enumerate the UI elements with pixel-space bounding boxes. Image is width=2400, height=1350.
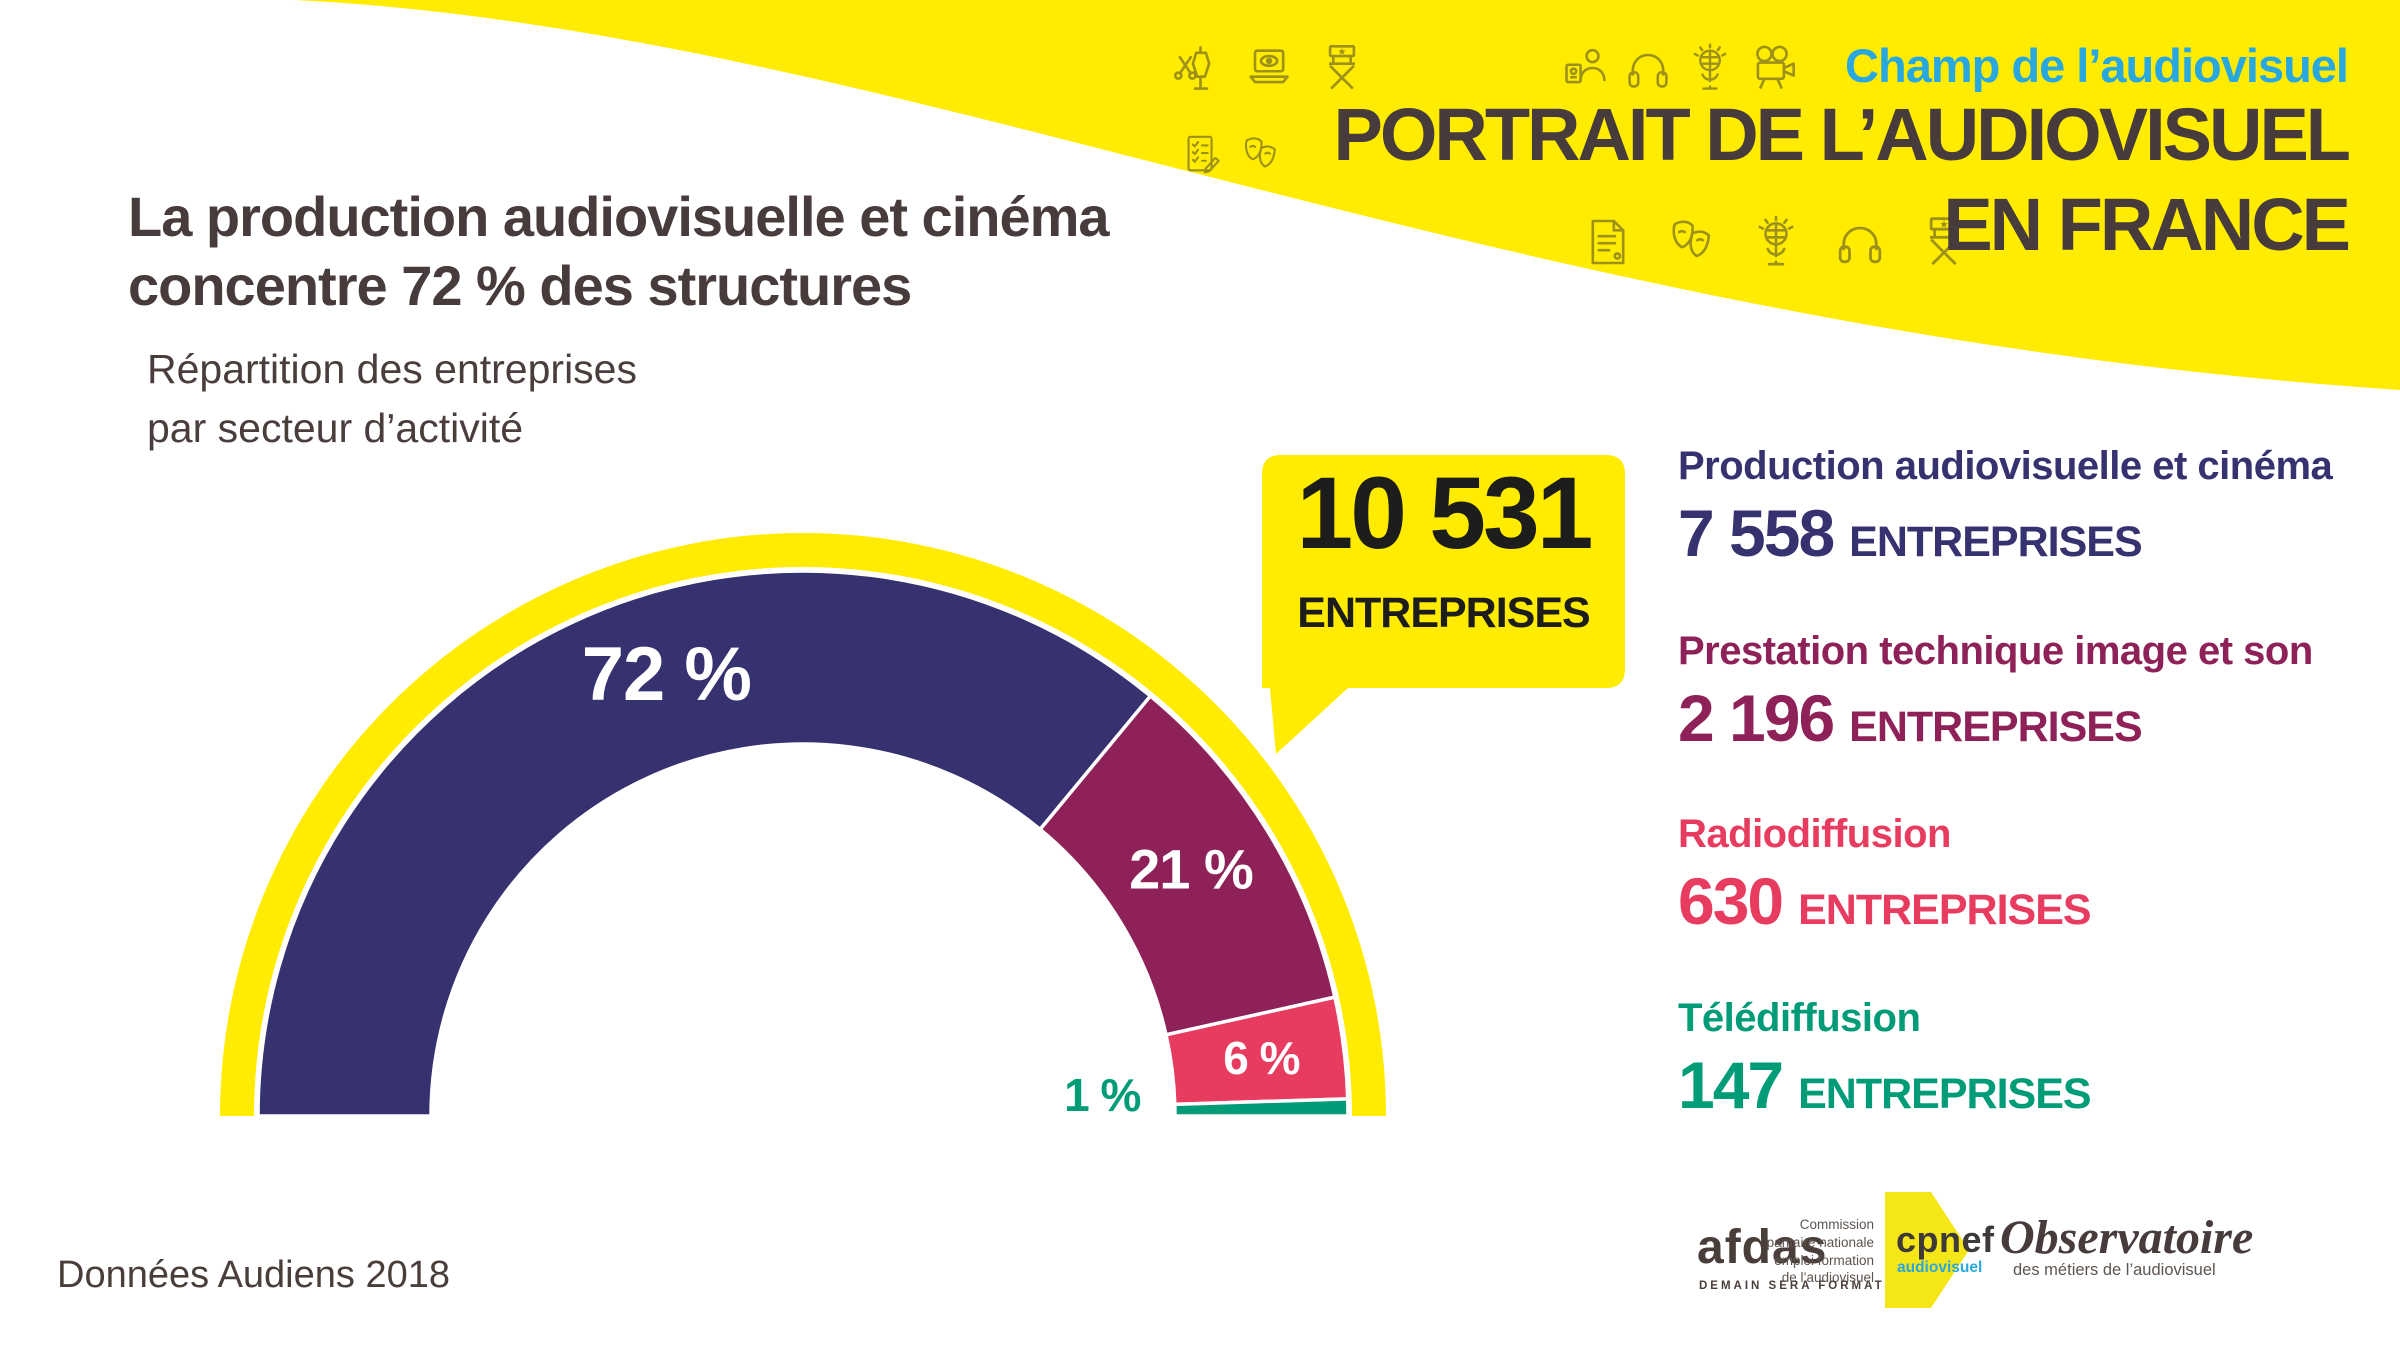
header-eyebrow: Champ de l’audiovisuel <box>1845 39 2349 92</box>
donut-segment-pct-label: 21 % <box>1129 837 1253 900</box>
callout-bubble <box>1262 455 1625 754</box>
afdas-tagline: DEMAIN SERA FORMATION <box>1699 1280 1915 1292</box>
page-title: La production audiovisuelle et cinéma co… <box>128 182 1110 321</box>
donut-segment-pct-label: 72 % <box>582 632 751 717</box>
header-title-line1: PORTRAIT DE L’AUDIOVISUEL <box>1333 93 2351 176</box>
legend-item-value: 2 196 <box>1678 681 1835 755</box>
observatoire-logo: Observatoire <box>2000 1211 2254 1264</box>
legend-item-prestation: Prestation technique image et son 2 196 … <box>1678 631 2313 751</box>
chart-subtitle: Répartition des entreprises par secteur … <box>147 340 637 459</box>
legend-item-telediffusion: Télédiffusion 147 ENTREPRISES <box>1678 996 2092 1122</box>
header-band-shape <box>295 0 2400 390</box>
cpnef-commission-line: de l’audiovisuel <box>1781 1270 1874 1286</box>
data-source-note: Données Audiens 2018 <box>57 1254 450 1296</box>
header-title-line2: EN FRANCE <box>1943 183 2351 266</box>
legend-item-name: Prestation technique image et son <box>1678 629 2313 673</box>
legend-item-name: Radiodiffusion <box>1678 812 1951 856</box>
legend-item-name: Production audiovisuelle et cinéma <box>1678 444 2333 488</box>
afdas-logo: afdas <box>1697 1221 1828 1274</box>
donut-segment-pct-label: 1 % <box>1064 1069 1140 1121</box>
chart-subtitle-line1: Répartition des entreprises <box>147 346 637 392</box>
legend-item-name: Télédiffusion <box>1678 996 1921 1040</box>
cpnef-commission-line: emploi formation <box>1774 1252 1874 1268</box>
legend-item-value: 7 558 <box>1678 496 1835 570</box>
legend-item-radiodiffusion: Radiodiffusion 630 ENTREPRISES <box>1678 812 2092 938</box>
legend-item-value: 147 <box>1678 1048 1784 1122</box>
cpnef-logo: cpnef <box>1896 1219 1995 1260</box>
callout-total-number: 10 531 <box>1296 456 1594 570</box>
donut-segment-1 <box>256 569 1153 1118</box>
legend-item-suffix: ENTREPRISES <box>1849 703 2142 751</box>
cpnef-logo-sub: audiovisuel <box>1897 1259 1983 1276</box>
donut-segment-pct-label: 6 % <box>1223 1032 1299 1084</box>
donut-segment-4 <box>1173 1097 1350 1118</box>
cpnef-commission-text: Commission paritaire nationale emploi fo… <box>1756 1216 1874 1287</box>
cpnef-commission-line: paritaire nationale <box>1766 1234 1874 1250</box>
legend-item-production: Production audiovisuelle et cinéma 7 558… <box>1678 444 2333 570</box>
legend-item-suffix: ENTREPRISES <box>1849 518 2142 566</box>
page-title-line2: concentre 72 % des structures <box>128 254 912 318</box>
header-band <box>295 0 2400 390</box>
cpnef-commission-line: Commission <box>1799 1217 1874 1232</box>
page-title-line1: La production audiovisuelle et cinéma <box>128 185 1110 248</box>
observatoire-logo-sub: des métiers de l’audiovisuel <box>2013 1261 2216 1279</box>
callout-total-label: ENTREPRISES <box>1297 589 1590 637</box>
cpnef-pentagon-icon <box>1885 1192 1969 1308</box>
chart-subtitle-line2: par secteur d’activité <box>147 405 524 452</box>
legend-item-value: 630 <box>1678 864 1784 938</box>
legend-item-suffix: ENTREPRISES <box>1798 1070 2091 1118</box>
legend-item-suffix: ENTREPRISES <box>1798 886 2091 934</box>
